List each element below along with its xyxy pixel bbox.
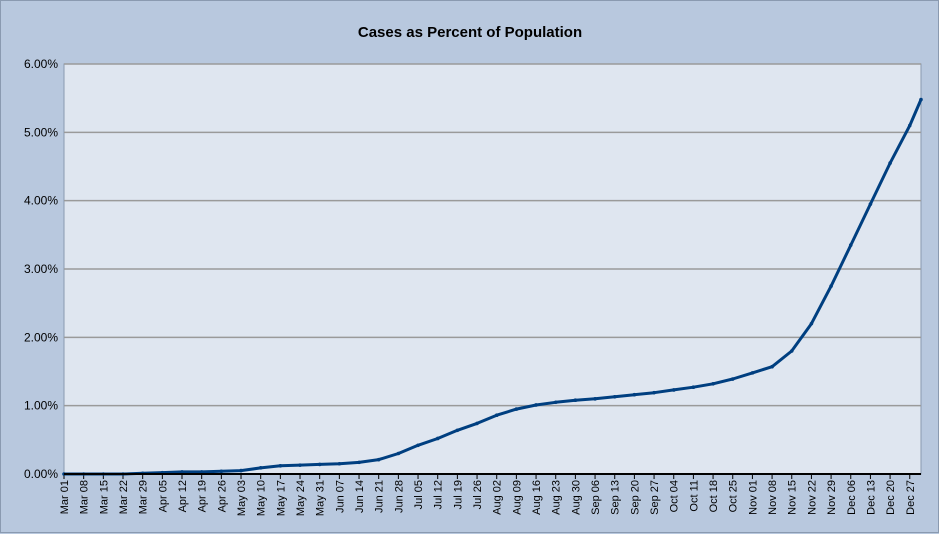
data-point [475,421,479,426]
x-tick-label: Apr 26 [216,480,228,512]
data-point [919,97,923,102]
y-tick-label: 2.00% [24,330,58,344]
x-tick-label: Oct 25 [728,480,740,512]
x-tick-label: Oct 18 [708,480,720,512]
x-tick-label: Aug 09 [511,480,523,515]
x-tick-label: May 10 [256,480,268,516]
data-point [494,413,499,418]
gridlines [64,63,921,407]
x-tick-label: Dec 06 [846,480,858,515]
data-point [888,161,892,165]
x-tick-label: Jul 26 [472,480,484,509]
data-point [416,443,420,448]
data-point [691,385,696,390]
x-tick-label: Apr 05 [157,480,169,512]
y-tick-label: 6.00% [24,57,58,71]
x-tick-label: Nov 29 [826,480,838,515]
x-tick-label: Nov 01 [747,480,759,515]
data-point [553,400,558,405]
x-tick-label: Oct 11 [688,480,700,512]
x-tick-label: Apr 12 [177,480,189,512]
data-point [612,394,617,399]
x-tick-label: Mar 01 [59,480,71,514]
data-point [829,284,833,288]
x-tick-label: Dec 13 [865,480,877,515]
x-tick-label: Sep 27 [649,480,661,515]
data-point [180,470,184,474]
x-tick-label: Jun 28 [393,480,405,513]
x-tick-label: Sep 13 [610,480,622,515]
data-point [435,436,440,441]
data-point [573,398,578,403]
x-tick-label: Mar 15 [98,480,110,514]
x-tick-label: Aug 30 [570,480,582,515]
x-tick-label: Sep 20 [629,480,641,515]
data-point [278,464,283,468]
x-tick-label: Dec 20 [885,480,897,515]
data-point [671,388,676,392]
data-point [593,397,597,401]
data-point [534,403,538,407]
x-tick-label: May 24 [295,480,307,516]
data-point [455,428,460,433]
x-tick-label: Aug 16 [531,480,543,515]
data-point [809,321,814,326]
x-tick-label: Nov 15 [787,480,799,515]
data-point [789,349,794,353]
data-point [219,469,224,474]
data-point [848,243,853,247]
data-point [868,202,873,206]
x-tick-label: Mar 08 [79,480,91,514]
x-tick-label: Nov 22 [806,480,818,515]
chart-title: Cases as Percent of Population [358,24,582,41]
x-tick-label: Apr 19 [197,480,209,512]
x-tick-label: Oct 04 [669,480,681,512]
y-tick-label: 0.00% [24,467,58,481]
x-tick-label: May 17 [275,480,287,516]
data-point [199,470,204,474]
data-point [258,466,263,470]
y-tick-label: 3.00% [24,262,58,276]
x-tick-label: May 31 [315,480,327,516]
x-tick-label: Jun 21 [374,480,386,513]
x-tick-label: Mar 22 [118,480,130,514]
data-point [317,462,322,467]
x-tick-label: Jul 12 [433,480,445,509]
data-point [337,461,342,466]
data-point [396,451,401,456]
y-tick-label: 1.00% [24,399,58,413]
data-point [907,123,912,128]
x-tick-label: Nov 08 [767,480,779,515]
data-point [730,377,735,381]
x-tick-label: Jun 14 [354,480,366,513]
data-point [298,463,302,467]
y-axis-ticks: 0.00% 1.00% 2.00% 3.00% 4.00% 5.00% 6.00% [24,57,58,481]
x-tick-label: Jun 07 [334,480,346,513]
y-tick-label: 4.00% [24,194,58,208]
data-point [514,407,519,411]
x-tick-label: Sep 06 [590,480,602,515]
data-point [750,371,755,375]
x-tick-label: Dec 27 [905,480,917,515]
x-tick-label: Aug 02 [492,480,504,515]
x-tick-label: Aug 23 [551,480,563,515]
data-point [711,382,715,386]
data-point [357,460,361,465]
data-point [632,392,637,397]
data-point [239,468,243,473]
x-tick-label: Mar 29 [138,480,150,514]
y-tick-label: 5.00% [24,125,58,139]
data-point [376,457,381,462]
data-point [652,390,656,395]
data-point [770,364,774,369]
x-tick-label: Jul 19 [452,480,464,509]
x-tick-label: May 03 [236,480,248,516]
x-axis-ticks: Mar 01 Mar 08 Mar 15 Mar 22 Mar 29 Apr 05 Apr … [59,474,917,516]
x-tick-label: Jul 05 [413,480,425,509]
